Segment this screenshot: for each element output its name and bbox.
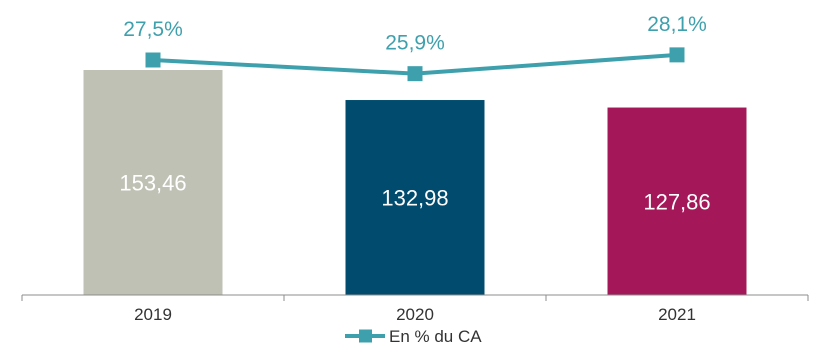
- bar-2021: [607, 107, 747, 295]
- x-tick-label-2020: 2020: [396, 305, 434, 324]
- bar-value-label-2021: 127,86: [643, 189, 710, 214]
- bar-value-label-2019: 153,46: [119, 171, 186, 196]
- line-value-label-2019: 27,5%: [123, 18, 183, 41]
- line-marker-2020: [407, 66, 423, 82]
- x-tick-label-2019: 2019: [134, 305, 172, 324]
- x-tick-label-2021: 2021: [658, 305, 696, 324]
- bar-2020: [345, 100, 485, 295]
- bar-value-label-2020: 132,98: [381, 186, 448, 211]
- x-axis: 2019 2020 2021: [21, 294, 809, 324]
- line-marker-2019: [145, 52, 161, 68]
- legend: En % du CA: [345, 327, 482, 345]
- legend-label: En % du CA: [389, 327, 482, 345]
- legend-marker-swatch: [359, 329, 372, 343]
- line-value-label-2021: 28,1%: [647, 13, 707, 36]
- bar-series: 153,46 132,98 127,86: [83, 70, 747, 295]
- percentage-line-series: 27,5% 25,9% 28,1%: [123, 13, 707, 82]
- line-value-label-2020: 25,9%: [385, 32, 445, 55]
- bar-2019: [83, 70, 223, 295]
- line-marker-2021: [669, 47, 685, 63]
